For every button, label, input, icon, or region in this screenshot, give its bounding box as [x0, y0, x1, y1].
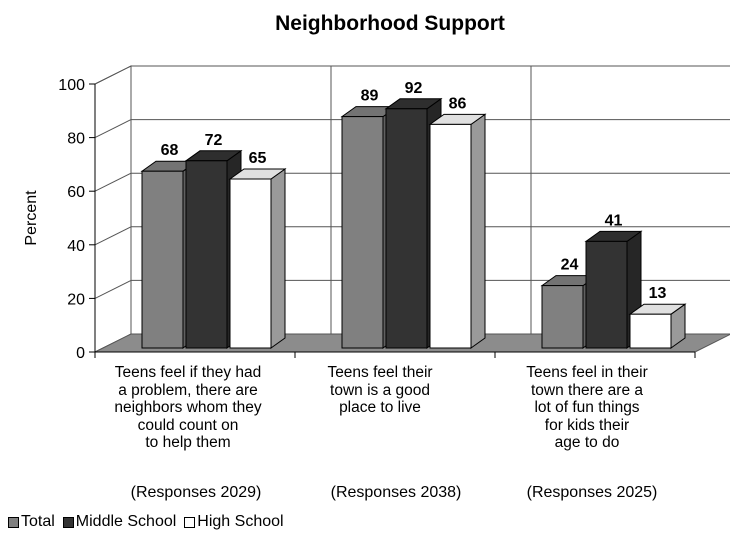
bar-3-total-label: 24 [561, 257, 579, 274]
bar-2-high-school [429, 123, 472, 349]
legend-label-high-school: High School [197, 513, 284, 530]
bar-1-high-school-side [270, 168, 286, 349]
bar-1-high-school-label: 65 [249, 150, 267, 167]
y-axis-label: Percent [23, 190, 40, 246]
legend-swatch-high-school [184, 516, 196, 528]
y-tick-label-80: 80 [67, 131, 85, 148]
bar-3-middle-school [585, 240, 628, 349]
gridline-side-40 [94, 226, 132, 246]
y-tick-label-40: 40 [67, 238, 85, 255]
legend-item-high-school: High School [184, 513, 284, 531]
legend-swatch-total [8, 516, 19, 528]
bar-2-total-label: 89 [361, 88, 379, 105]
gridline-side-80 [94, 119, 132, 139]
legend-label-middle-school: Middle School [75, 513, 177, 530]
response-count-3: (Responses 2025) [526, 484, 658, 501]
y-tick-label-0: 0 [76, 345, 85, 362]
legend-item-middle-school: Middle School [62, 513, 177, 531]
bar-2-high-school-label: 86 [449, 95, 467, 112]
legend: Total Middle School High School [8, 513, 292, 531]
bar-2-high-school-side [470, 113, 486, 349]
gridline-side-60 [94, 172, 132, 192]
gridline-side-20 [94, 279, 132, 299]
chart-title: Neighborhood Support [275, 12, 505, 35]
category-label-3: Teens feel in their town there are a lot… [526, 364, 648, 451]
category-label-1: Teens feel if they had a problem, there … [114, 364, 262, 451]
plot-area: 0 20 40 60 80 100 68 72 65 89 92 86 24 41 13 [58, 65, 730, 362]
y-tick-label-60: 60 [67, 184, 85, 201]
y-tick-label-100: 100 [58, 77, 85, 94]
bar-3-high-school [629, 313, 672, 349]
bar-3-total [541, 285, 584, 349]
response-count-2: (Responses 2038) [330, 484, 462, 501]
bar-2-middle-school [385, 108, 428, 349]
bar-1-total [141, 170, 184, 349]
response-count-1: (Responses 2029) [130, 484, 262, 501]
gridline-side-100 [94, 65, 132, 85]
bar-3-middle-school-label: 41 [605, 212, 623, 229]
bar-2-total [341, 116, 384, 349]
bar-1-middle-school [185, 160, 228, 349]
category-label-2: Teens feel their town is a good place to… [327, 364, 433, 416]
legend-item-total: Total [8, 513, 55, 531]
bar-3-high-school-label: 13 [649, 285, 667, 302]
bar-1-high-school [229, 178, 272, 349]
bar-2-middle-school-label: 92 [405, 80, 423, 97]
bar-1-middle-school-label: 72 [205, 132, 223, 149]
side-wall [94, 65, 132, 353]
legend-swatch-middle-school [62, 516, 74, 528]
bar-1-total-label: 68 [161, 142, 179, 159]
y-tick-label-20: 20 [67, 291, 85, 308]
legend-label-total: Total [21, 513, 55, 530]
